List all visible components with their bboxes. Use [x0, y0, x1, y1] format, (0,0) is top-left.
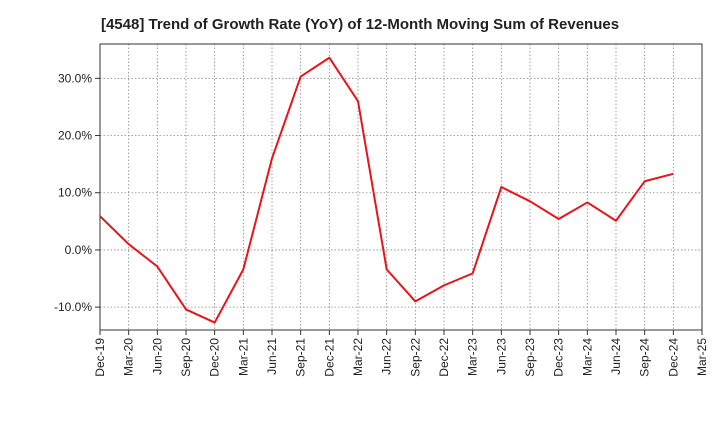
x-tick-label: Jun-20 — [150, 338, 164, 375]
x-tick-label: Dec-21 — [322, 338, 336, 377]
x-tick-label: Mar-24 — [580, 338, 594, 376]
x-tick-label: Jun-22 — [380, 338, 394, 375]
y-tick-label: 20.0% — [58, 129, 92, 143]
series-layer — [99, 56, 674, 324]
x-tick-label: Mar-20 — [122, 338, 136, 376]
x-tick-labels: Dec-19 Mar-20 Jun-20 Sep-20 Dec-20 Mar-21 Jun-… — [93, 338, 709, 377]
x-tick-label: Sep-21 — [294, 338, 308, 377]
x-tick-label: Jun-23 — [494, 338, 508, 375]
x-tick-label: Sep-24 — [638, 338, 652, 377]
y-tick-label: 0.0% — [65, 243, 93, 257]
y-tick-label: 30.0% — [58, 71, 92, 85]
x-tick-label: Dec-19 — [93, 338, 107, 377]
plot-frame — [99, 43, 703, 331]
chart-title: [4548] Trend of Growth Rate (YoY) of 12-… — [100, 16, 620, 33]
x-tick-label: Jun-24 — [609, 338, 623, 375]
x-tick-label: Dec-24 — [666, 338, 680, 377]
axes-layer — [95, 43, 703, 335]
y-tick-labels: 30.0% 20.0% 10.0% 0.0% -10.0% — [54, 71, 92, 314]
grid-layer — [100, 44, 702, 330]
y-tick-label: 10.0% — [58, 186, 92, 200]
x-tick-label: Sep-23 — [523, 338, 537, 377]
x-tick-label: Jun-21 — [265, 338, 279, 375]
x-tick-label: Mar-21 — [236, 338, 250, 376]
series-line — [99, 56, 674, 324]
x-tick-label: Dec-20 — [208, 338, 222, 377]
x-tick-label: Mar-22 — [351, 338, 365, 376]
x-tick-label: Mar-23 — [466, 338, 480, 376]
x-tick-label: Dec-22 — [437, 338, 451, 377]
y-tick-label: -10.0% — [54, 300, 92, 314]
x-tick-label: Sep-20 — [179, 338, 193, 377]
x-tick-label: Dec-23 — [552, 338, 566, 377]
x-tick-label: Mar-25 — [695, 338, 709, 376]
x-tick-label: Sep-22 — [408, 338, 422, 377]
